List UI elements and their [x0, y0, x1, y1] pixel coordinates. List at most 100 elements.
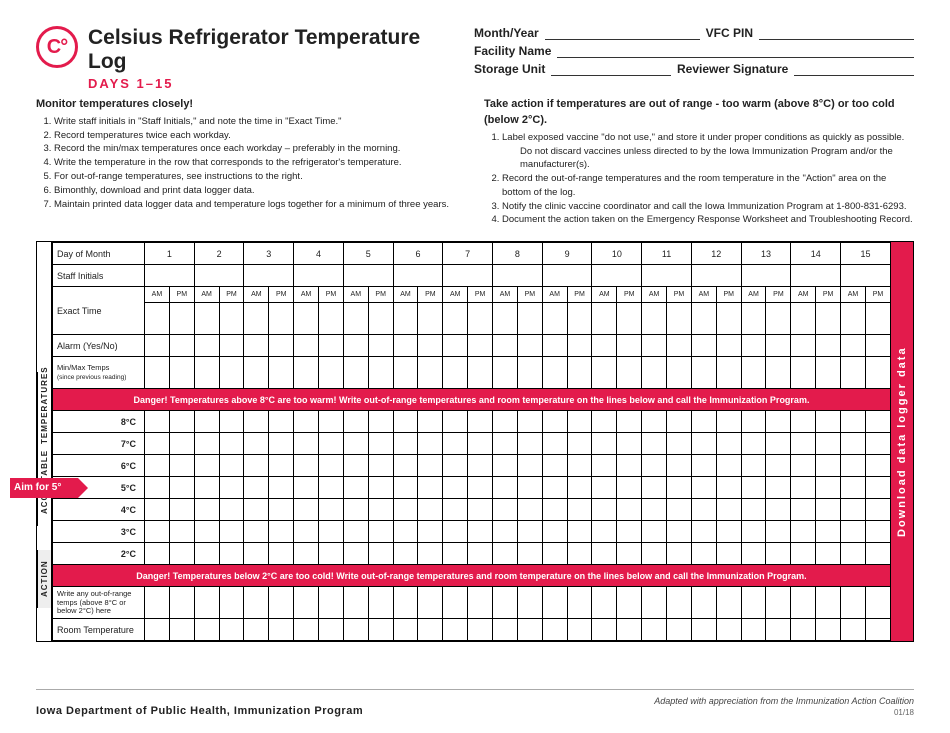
cell-exact-time[interactable] — [592, 303, 617, 335]
cell-minmax[interactable] — [617, 357, 642, 389]
cell-minmax[interactable] — [343, 357, 368, 389]
cell-alarm[interactable] — [418, 335, 443, 357]
cell-action-temp[interactable] — [418, 587, 443, 619]
cell-action-temp[interactable] — [319, 587, 344, 619]
cell-room-temp[interactable] — [219, 619, 244, 641]
cell-temp[interactable] — [244, 543, 269, 565]
cell-temp[interactable] — [194, 543, 219, 565]
cell-temp[interactable] — [468, 499, 493, 521]
cell-temp[interactable] — [169, 499, 194, 521]
cell-minmax[interactable] — [791, 357, 816, 389]
cell-minmax[interactable] — [393, 357, 418, 389]
cell-temp[interactable] — [443, 543, 468, 565]
cell-temp[interactable] — [741, 477, 766, 499]
cell-alarm[interactable] — [592, 335, 617, 357]
cell-room-temp[interactable] — [691, 619, 716, 641]
cell-exact-time[interactable] — [269, 303, 294, 335]
cell-temp[interactable] — [716, 477, 741, 499]
cell-alarm[interactable] — [493, 335, 518, 357]
cell-room-temp[interactable] — [194, 619, 219, 641]
cell-temp[interactable] — [468, 455, 493, 477]
cell-exact-time[interactable] — [145, 303, 170, 335]
cell-temp[interactable] — [343, 455, 368, 477]
cell-temp[interactable] — [493, 543, 518, 565]
cell-exact-time[interactable] — [841, 303, 866, 335]
cell-temp[interactable] — [343, 411, 368, 433]
cell-temp[interactable] — [592, 521, 617, 543]
cell-temp[interactable] — [244, 477, 269, 499]
cell-temp[interactable] — [393, 477, 418, 499]
cell-temp[interactable] — [592, 543, 617, 565]
cell-temp[interactable] — [642, 521, 667, 543]
cell-action-temp[interactable] — [617, 587, 642, 619]
cell-alarm[interactable] — [716, 335, 741, 357]
cell-minmax[interactable] — [244, 357, 269, 389]
cell-temp[interactable] — [319, 433, 344, 455]
cell-temp[interactable] — [244, 455, 269, 477]
cell-alarm[interactable] — [368, 335, 393, 357]
cell-room-temp[interactable] — [741, 619, 766, 641]
cell-room-temp[interactable] — [841, 619, 866, 641]
cell-temp[interactable] — [617, 411, 642, 433]
cell-temp[interactable] — [841, 521, 866, 543]
cell-alarm[interactable] — [145, 335, 170, 357]
cell-room-temp[interactable] — [244, 619, 269, 641]
cell-temp[interactable] — [194, 455, 219, 477]
cell-temp[interactable] — [567, 477, 592, 499]
cell-action-temp[interactable] — [393, 587, 418, 619]
cell-temp[interactable] — [319, 411, 344, 433]
cell-temp[interactable] — [791, 543, 816, 565]
input-month-year[interactable] — [545, 26, 700, 40]
cell-temp[interactable] — [368, 433, 393, 455]
cell-temp[interactable] — [443, 455, 468, 477]
cell-action-temp[interactable] — [194, 587, 219, 619]
cell-temp[interactable] — [865, 521, 890, 543]
cell-temp[interactable] — [691, 499, 716, 521]
input-vfc-pin[interactable] — [759, 26, 914, 40]
cell-temp[interactable] — [542, 433, 567, 455]
cell-temp[interactable] — [194, 477, 219, 499]
cell-temp[interactable] — [468, 521, 493, 543]
cell-alarm[interactable] — [766, 335, 791, 357]
cell-alarm[interactable] — [219, 335, 244, 357]
cell-temp[interactable] — [145, 433, 170, 455]
cell-temp[interactable] — [517, 543, 542, 565]
cell-temp[interactable] — [542, 455, 567, 477]
cell-temp[interactable] — [393, 499, 418, 521]
cell-temp[interactable] — [269, 521, 294, 543]
cell-staff-initials[interactable] — [343, 265, 393, 287]
cell-temp[interactable] — [766, 521, 791, 543]
cell-alarm[interactable] — [194, 335, 219, 357]
cell-temp[interactable] — [418, 433, 443, 455]
cell-temp[interactable] — [841, 411, 866, 433]
cell-temp[interactable] — [667, 455, 692, 477]
cell-minmax[interactable] — [841, 357, 866, 389]
cell-exact-time[interactable] — [169, 303, 194, 335]
cell-minmax[interactable] — [493, 357, 518, 389]
cell-temp[interactable] — [841, 499, 866, 521]
cell-room-temp[interactable] — [517, 619, 542, 641]
cell-action-temp[interactable] — [517, 587, 542, 619]
cell-room-temp[interactable] — [667, 619, 692, 641]
cell-temp[interactable] — [493, 521, 518, 543]
cell-temp[interactable] — [219, 433, 244, 455]
cell-temp[interactable] — [617, 521, 642, 543]
cell-exact-time[interactable] — [393, 303, 418, 335]
cell-action-temp[interactable] — [343, 587, 368, 619]
cell-minmax[interactable] — [269, 357, 294, 389]
cell-action-temp[interactable] — [542, 587, 567, 619]
cell-alarm[interactable] — [343, 335, 368, 357]
cell-temp[interactable] — [716, 411, 741, 433]
cell-temp[interactable] — [841, 455, 866, 477]
cell-temp[interactable] — [841, 433, 866, 455]
cell-temp[interactable] — [319, 543, 344, 565]
cell-exact-time[interactable] — [542, 303, 567, 335]
cell-temp[interactable] — [269, 499, 294, 521]
cell-temp[interactable] — [269, 543, 294, 565]
cell-alarm[interactable] — [816, 335, 841, 357]
cell-action-temp[interactable] — [493, 587, 518, 619]
cell-action-temp[interactable] — [865, 587, 890, 619]
cell-temp[interactable] — [791, 455, 816, 477]
cell-temp[interactable] — [294, 433, 319, 455]
cell-exact-time[interactable] — [766, 303, 791, 335]
